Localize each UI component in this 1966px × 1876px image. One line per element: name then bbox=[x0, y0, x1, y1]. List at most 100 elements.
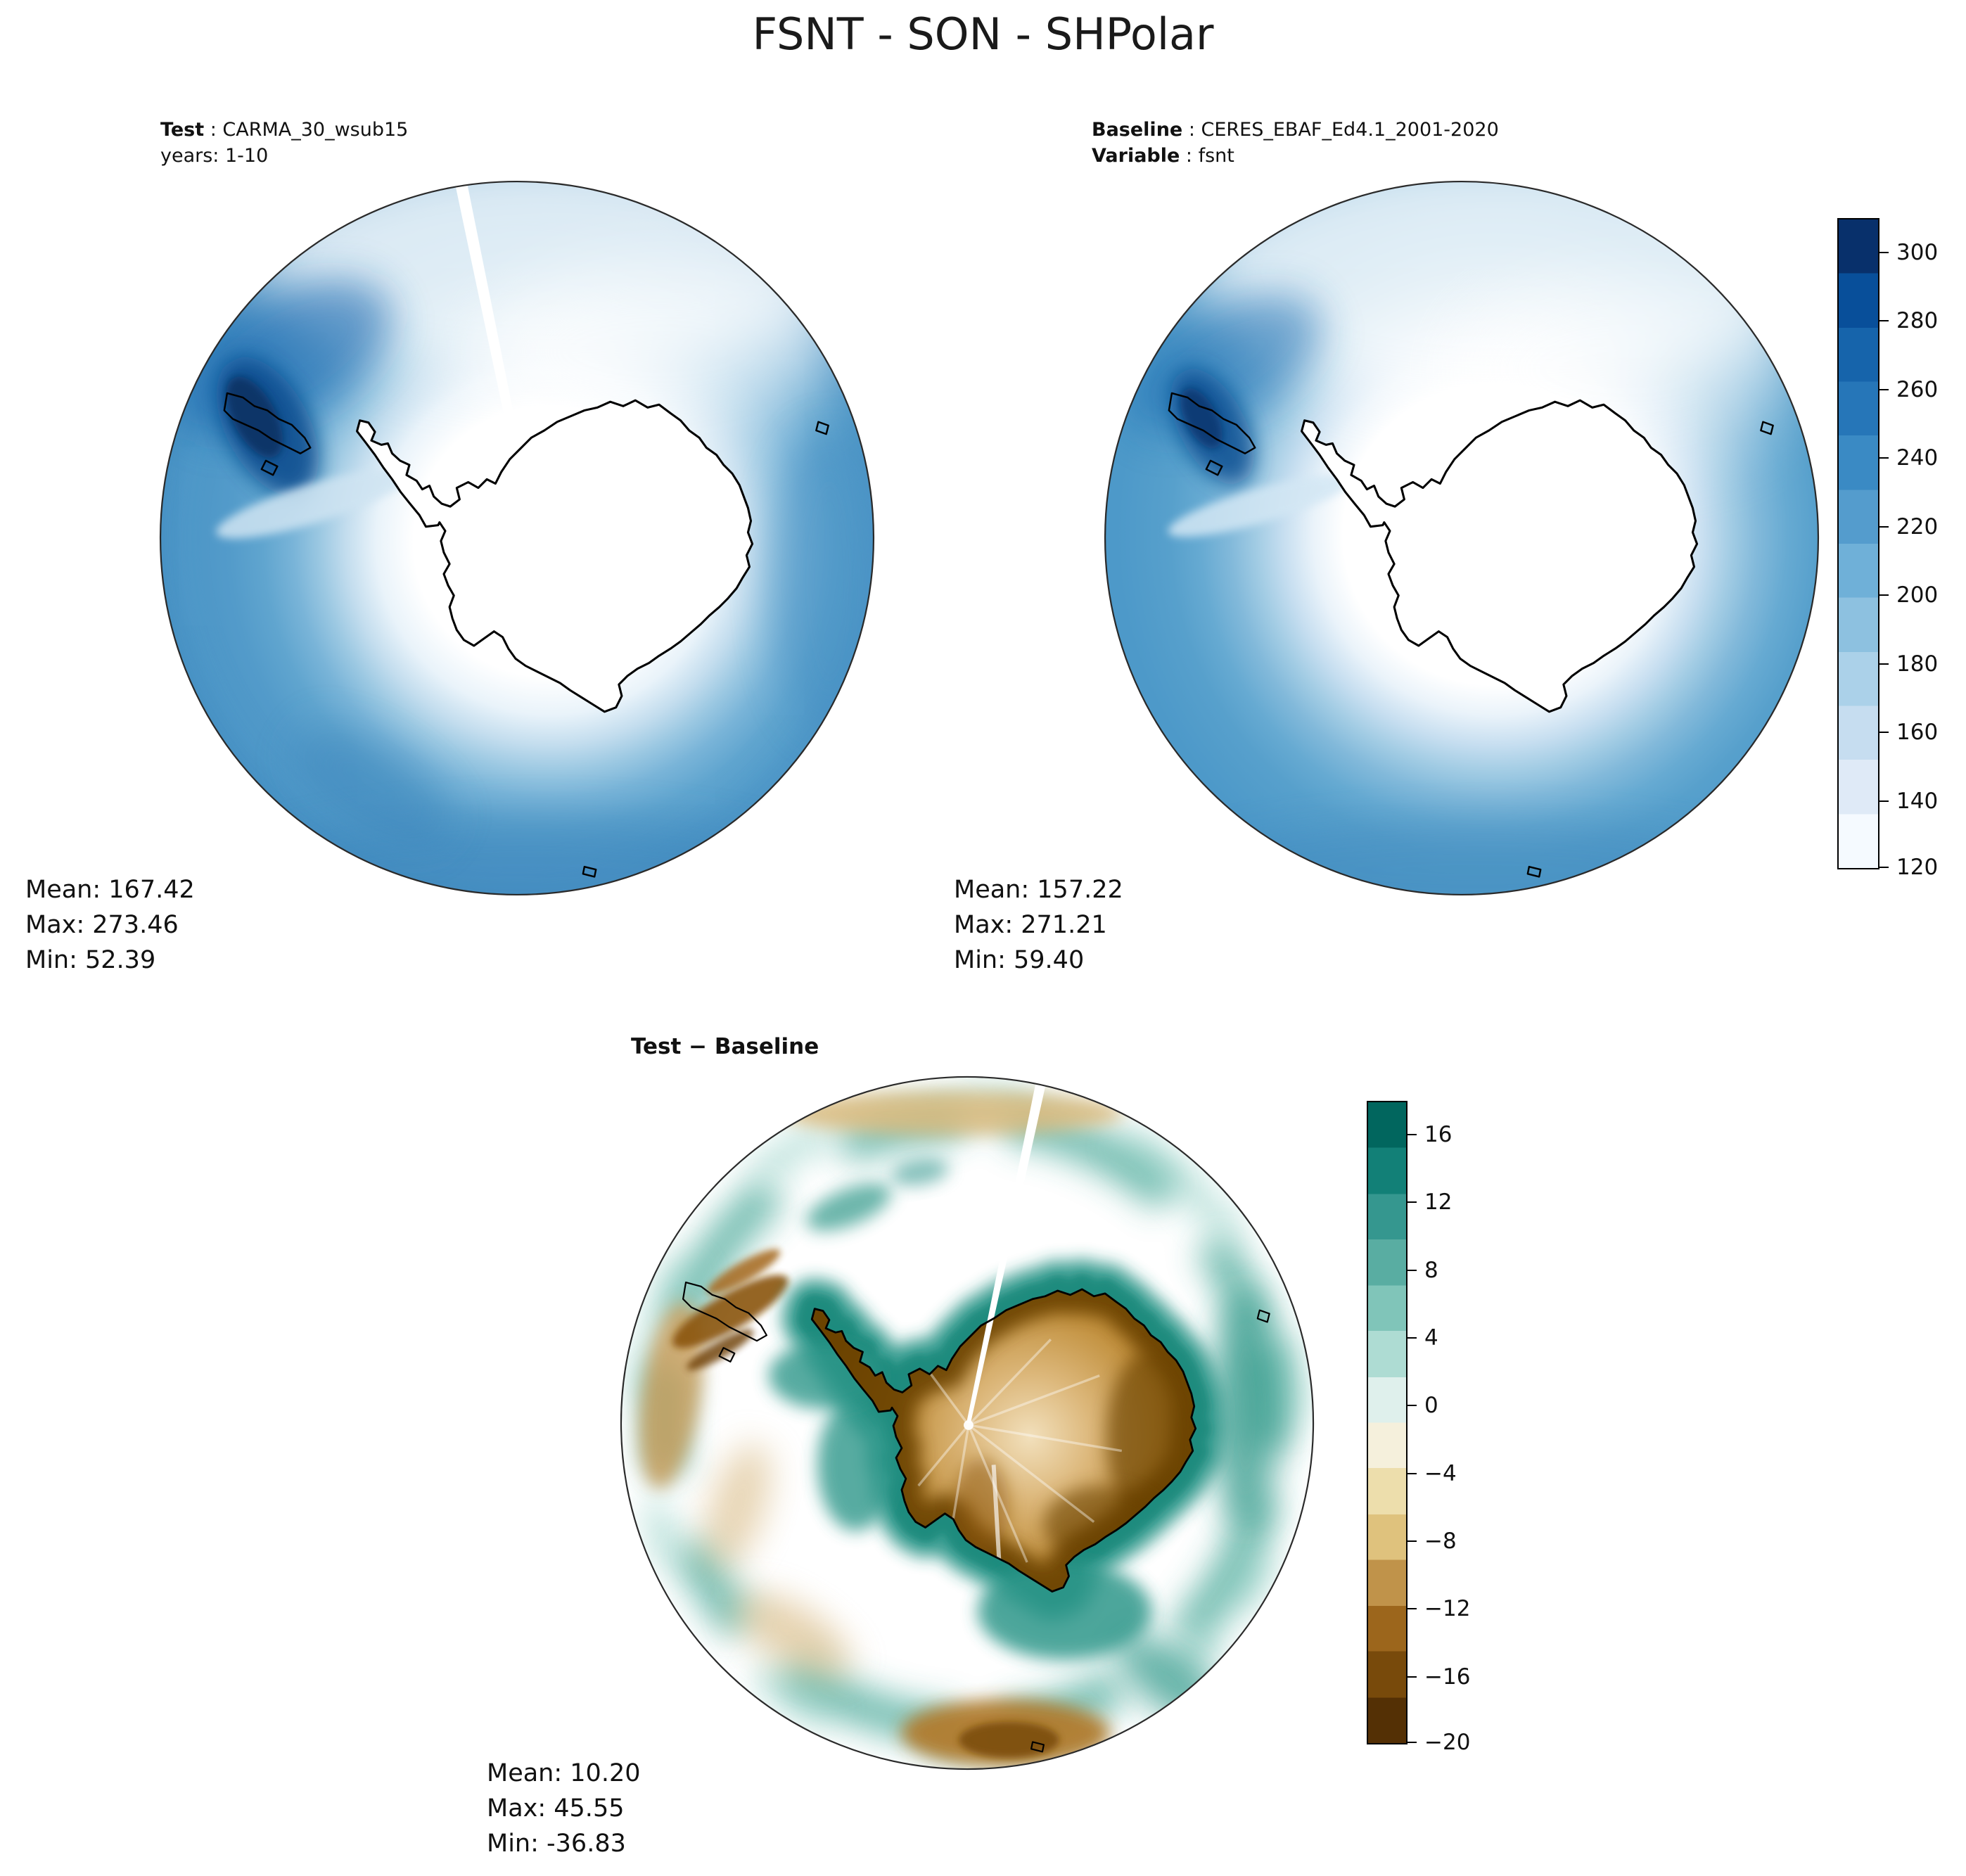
colorbar-tick-label: −4 bbox=[1424, 1461, 1457, 1486]
small-island bbox=[1205, 459, 1223, 476]
map-boundary bbox=[620, 1076, 1315, 1770]
small-island bbox=[1030, 1741, 1045, 1753]
colorbar-tick bbox=[1408, 1405, 1417, 1406]
absolute-colorbar: 300 280 260 240 220 200 180 160 140 120 bbox=[1837, 218, 1964, 880]
colorbar-tick-label: 4 bbox=[1424, 1325, 1438, 1351]
difference-map bbox=[620, 1076, 1315, 1770]
max-stat: Max: 45.55 bbox=[487, 1794, 625, 1823]
colorbar-tick bbox=[1879, 320, 1889, 321]
difference-title: Test − Baseline bbox=[631, 1034, 819, 1059]
small-island bbox=[718, 1346, 736, 1363]
baseline-map bbox=[1104, 180, 1820, 896]
small-island bbox=[582, 865, 597, 878]
antarctica-coastline bbox=[810, 1288, 1197, 1593]
colorbar-tick-label: 12 bbox=[1424, 1189, 1453, 1215]
colorbar-tick bbox=[1408, 1608, 1417, 1609]
colorbar-tick-label: 300 bbox=[1896, 240, 1939, 265]
colorbar-tick bbox=[1879, 732, 1889, 733]
difference-stats: Mean: 10.20 Max: 45.55 Min: -36.83 bbox=[487, 1756, 640, 1861]
test-map bbox=[159, 180, 875, 896]
colorbar-tick bbox=[1879, 389, 1889, 390]
colorbar-tick bbox=[1879, 800, 1889, 802]
colorbar-tick bbox=[1408, 1337, 1417, 1339]
small-island bbox=[1256, 1309, 1270, 1323]
colorbar-tick-label: 240 bbox=[1896, 445, 1939, 471]
max-stat: Max: 271.21 bbox=[954, 911, 1107, 939]
test-label-value: : CARMA_30_wsub15 bbox=[204, 119, 409, 141]
absolute-colorbar-gradient bbox=[1837, 218, 1879, 869]
colorbar-tick-label: 140 bbox=[1896, 789, 1939, 814]
small-island bbox=[1760, 421, 1774, 435]
difference-colorbar-gradient bbox=[1367, 1101, 1408, 1744]
negative-streaks bbox=[672, 1249, 789, 1370]
max-stat: Max: 273.46 bbox=[25, 911, 179, 939]
colorbar-tick bbox=[1408, 1201, 1417, 1203]
colorbar-tick bbox=[1879, 526, 1889, 528]
colorbar-tick-label: −8 bbox=[1424, 1529, 1457, 1554]
missing-data-seam bbox=[454, 181, 517, 433]
colorbar-tick bbox=[1408, 1540, 1417, 1542]
test-header-line1: Test : CARMA_30_wsub15 bbox=[160, 117, 408, 143]
colorbar-tick-label: 16 bbox=[1424, 1122, 1453, 1147]
antarctica-coastline bbox=[356, 399, 754, 713]
radial-streaks bbox=[917, 1339, 1123, 1563]
antarctica-coastline bbox=[1301, 399, 1699, 713]
baseline-header-line2: Variable : fsnt bbox=[1092, 143, 1499, 169]
colorbar-tick-label: 180 bbox=[1896, 651, 1939, 677]
test-header: Test : CARMA_30_wsub15 years: 1-10 bbox=[160, 117, 408, 169]
coastlines-islands bbox=[682, 1281, 1270, 1753]
pole-marker bbox=[964, 1420, 974, 1430]
variable-label-key: Variable bbox=[1092, 145, 1180, 167]
colorbar-tick-label: 260 bbox=[1896, 377, 1939, 402]
baseline-label-key: Baseline bbox=[1092, 119, 1183, 141]
south-america-tip-coastline bbox=[223, 392, 312, 454]
colorbar-tick-label: 200 bbox=[1896, 582, 1939, 608]
map-boundary bbox=[159, 180, 875, 896]
min-stat: Min: -36.83 bbox=[487, 1830, 626, 1858]
baseline-header: Baseline : CERES_EBAF_Ed4.1_2001-2020 Va… bbox=[1092, 117, 1499, 169]
colorbar-tick-label: 0 bbox=[1424, 1393, 1438, 1418]
high-flux-patch bbox=[1125, 294, 1322, 485]
colorbar-tick bbox=[1408, 1473, 1417, 1474]
test-stats: Mean: 167.42 Max: 273.46 Min: 52.39 bbox=[25, 872, 195, 978]
baseline-header-line1: Baseline : CERES_EBAF_Ed4.1_2001-2020 bbox=[1092, 117, 1499, 143]
south-america-tip-coastline bbox=[682, 1281, 767, 1342]
min-stat: Min: 52.39 bbox=[25, 946, 156, 974]
colorbar-tick-label: 220 bbox=[1896, 514, 1939, 540]
colorbar-tick bbox=[1879, 867, 1889, 868]
baseline-stats: Mean: 157.22 Max: 271.21 Min: 59.40 bbox=[954, 872, 1123, 978]
difference-field bbox=[620, 1076, 1314, 1770]
coastlines-islands bbox=[223, 392, 829, 878]
min-stat: Min: 59.40 bbox=[954, 946, 1085, 974]
colorbar-tick-label: −16 bbox=[1424, 1664, 1471, 1690]
small-island bbox=[815, 421, 829, 435]
map-boundary bbox=[1104, 180, 1820, 896]
mean-stat: Mean: 167.42 bbox=[25, 876, 195, 904]
small-island bbox=[260, 459, 279, 476]
colorbar-tick-label: 160 bbox=[1896, 720, 1939, 745]
difference-colorbar: 16 12 8 4 0 −4 −8 −12 −16 −20 bbox=[1367, 1101, 1493, 1755]
small-island bbox=[1526, 865, 1542, 878]
mean-stat: Mean: 157.22 bbox=[954, 876, 1123, 904]
colorbar-tick bbox=[1879, 594, 1889, 596]
colorbar-tick-label: 280 bbox=[1896, 308, 1939, 333]
colorbar-tick bbox=[1408, 1742, 1417, 1743]
colorbar-tick bbox=[1879, 457, 1889, 459]
colorbar-tick-label: −20 bbox=[1424, 1730, 1471, 1755]
mean-stat: Mean: 10.20 bbox=[487, 1759, 641, 1787]
test-years: years: 1-10 bbox=[160, 145, 269, 167]
colorbar-tick bbox=[1408, 1270, 1417, 1271]
colorbar-tick-label: −12 bbox=[1424, 1596, 1471, 1621]
missing-data-seam bbox=[966, 1077, 1047, 1423]
test-label-key: Test bbox=[160, 119, 205, 141]
baseline-label-value: : CERES_EBAF_Ed4.1_2001-2020 bbox=[1182, 119, 1499, 141]
colorbar-tick bbox=[1879, 663, 1889, 665]
colorbar-tick bbox=[1879, 252, 1889, 253]
colorbar-tick bbox=[1408, 1676, 1417, 1678]
variable-label-value: : fsnt bbox=[1180, 145, 1234, 167]
coastlines-islands bbox=[1168, 392, 1774, 878]
colorbar-tick-label: 8 bbox=[1424, 1258, 1438, 1283]
figure-title: FSNT - SON - SHPolar bbox=[752, 8, 1214, 60]
south-america-tip-coastline bbox=[1168, 392, 1256, 454]
